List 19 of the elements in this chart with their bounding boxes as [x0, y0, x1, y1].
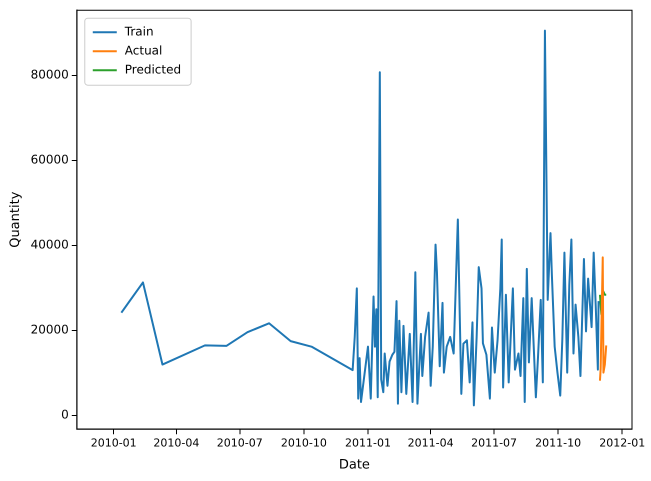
y-tick-label: 0 [61, 408, 69, 422]
x-axis-title: Date [338, 458, 370, 473]
y-tick-label: 60000 [30, 152, 69, 166]
x-tick-label: 2010-04 [153, 436, 200, 450]
x-tick-label: 2011-10 [535, 436, 582, 450]
x-tick-label: 2010-07 [216, 436, 263, 450]
x-tick-label: 2011-07 [471, 436, 518, 450]
x-tick-label: 2010-01 [90, 436, 137, 450]
y-tick-label: 40000 [30, 238, 69, 252]
legend-label: Actual [124, 43, 162, 58]
y-tick-label: 80000 [30, 67, 69, 82]
x-tick-label: 2010-10 [280, 436, 327, 450]
x-tick-label: 2011-01 [344, 436, 391, 450]
x-tick-label: 2012-01 [599, 436, 646, 450]
y-axis-title: Quantity [8, 191, 24, 248]
legend-label: Predicted [124, 62, 182, 76]
legend-label: Train [124, 24, 154, 38]
x-tick-label: 2011-04 [408, 436, 454, 450]
y-tick-label: 20000 [30, 322, 69, 337]
